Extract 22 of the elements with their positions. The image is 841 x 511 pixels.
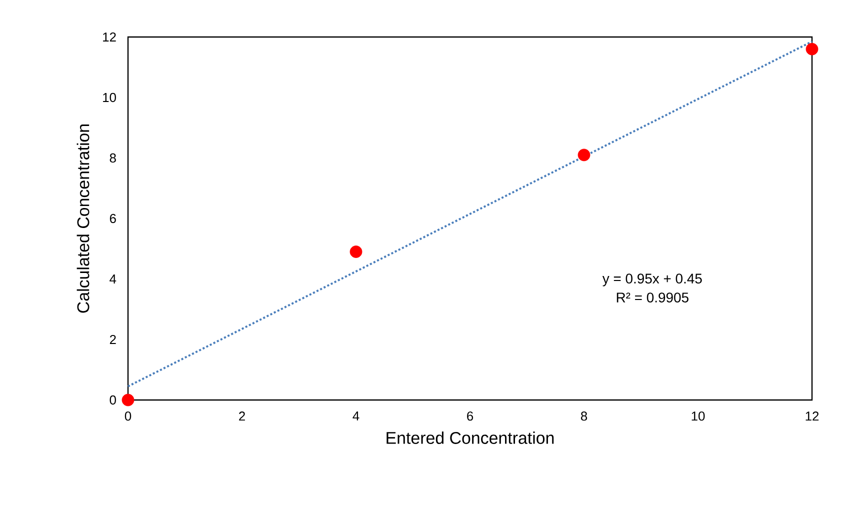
- annotation: R² = 0.9905: [616, 292, 688, 302]
- y-tick-label: 10: [103, 92, 116, 102]
- y-tick-label: 8: [110, 153, 116, 163]
- y-tick-label: 6: [110, 214, 116, 224]
- x-tick-label: 10: [692, 412, 705, 421]
- x-tick-label: 2: [239, 412, 245, 421]
- y-tick-label: 12: [103, 32, 116, 42]
- y-tick-label: 2: [110, 334, 116, 344]
- point: [350, 246, 362, 258]
- x-tick-label: 12: [806, 412, 819, 421]
- x-tick-label: 8: [580, 412, 588, 421]
- y-tick-label: 4: [110, 274, 116, 284]
- x-axis-title: Entered Concentration: [386, 432, 554, 444]
- x-tick-label: 0: [124, 412, 132, 421]
- x-tick-label: 6: [467, 412, 474, 421]
- y-tick-label: 0: [110, 395, 116, 405]
- point: [122, 394, 134, 406]
- x-tick-label: 4: [352, 412, 360, 420]
- y-axis-title: Calculated Concentration: [76, 124, 90, 313]
- annotation: y = 0.95x + 0.45: [602, 274, 702, 286]
- point: [806, 42, 818, 56]
- point: [578, 148, 590, 162]
